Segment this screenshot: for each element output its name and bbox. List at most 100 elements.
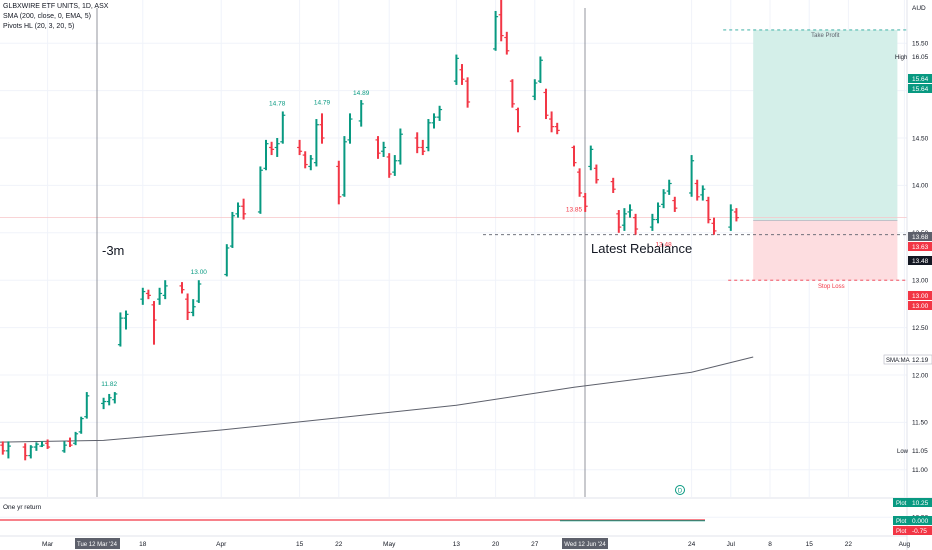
- ohlc-bar[interactable]: [67, 437, 73, 448]
- ohlc-bar[interactable]: [532, 79, 538, 101]
- ohlc-bar[interactable]: [229, 211, 235, 248]
- stop-loss-zone[interactable]: [753, 220, 898, 281]
- ohlc-bar[interactable]: [151, 301, 157, 345]
- ohlc-bar[interactable]: [392, 155, 398, 176]
- ohlc-bar[interactable]: [649, 213, 655, 231]
- indicator-sma-legend[interactable]: SMA (200, close, 0, EMA, 5): [3, 13, 91, 20]
- ohlc-bar[interactable]: [420, 139, 426, 156]
- ohlc-bar[interactable]: [106, 393, 112, 406]
- ohlc-bar[interactable]: [493, 10, 499, 51]
- ohlc-bar[interactable]: [386, 153, 392, 178]
- ohlc-bar[interactable]: [179, 282, 185, 294]
- ohlc-bar[interactable]: [733, 208, 739, 222]
- ohlc-bar[interactable]: [33, 442, 39, 451]
- ohlc-bar[interactable]: [666, 179, 672, 195]
- ohlc-bar[interactable]: [549, 111, 555, 133]
- ohlc-bar[interactable]: [571, 145, 577, 167]
- ohlc-bar[interactable]: [269, 141, 275, 156]
- ohlc-bar[interactable]: [319, 113, 325, 144]
- ohlc-bar[interactable]: [431, 113, 437, 129]
- ohlc-bar[interactable]: [582, 192, 588, 212]
- ohlc-bar[interactable]: [45, 439, 51, 449]
- ohlc-bar[interactable]: [84, 392, 90, 419]
- ohlc-bar[interactable]: [588, 145, 594, 171]
- ohlc-bar[interactable]: [381, 141, 387, 157]
- symbol-title[interactable]: GLBXWIRE ETF UNITS, 1D, ASX: [3, 3, 109, 10]
- ohlc-bar[interactable]: [73, 431, 79, 446]
- indicator-pivots-legend[interactable]: Pivots HL (20, 3, 20, 5): [3, 23, 75, 30]
- ohlc-bar[interactable]: [297, 139, 303, 156]
- ohlc-bar[interactable]: [61, 441, 67, 453]
- ohlc-bar[interactable]: [515, 107, 521, 133]
- ohlc-bar[interactable]: [397, 128, 403, 165]
- event-marker[interactable]: D: [675, 485, 685, 495]
- ohlc-bar[interactable]: [661, 189, 667, 209]
- ohlc-bar[interactable]: [162, 280, 168, 300]
- ohlc-bar[interactable]: [711, 217, 717, 235]
- ohlc-bar[interactable]: [22, 443, 28, 461]
- plot-label-2: Plot: [896, 519, 907, 525]
- ohlc-bar[interactable]: [28, 445, 34, 459]
- ohlc-bar[interactable]: [689, 155, 695, 197]
- ohlc-bar[interactable]: [577, 168, 583, 197]
- sma-line[interactable]: [0, 356, 754, 444]
- ohlc-bar[interactable]: [414, 132, 420, 154]
- ohlc-bar[interactable]: [509, 79, 515, 108]
- ohlc-bar[interactable]: [459, 64, 465, 85]
- ohlc-bar[interactable]: [537, 56, 543, 84]
- price-axis-badges: High 16.05 15.64 15.64 13.68 13.63 13.48…: [883, 54, 932, 455]
- ohlc-bar[interactable]: [425, 119, 431, 152]
- ohlc-bar[interactable]: [543, 88, 549, 120]
- ohlc-bar[interactable]: [655, 202, 661, 224]
- ohlc-bar[interactable]: [140, 287, 146, 305]
- ohlc-bar[interactable]: [5, 441, 11, 459]
- ohlc-bar[interactable]: [610, 177, 616, 193]
- ohlc-bar[interactable]: [196, 280, 202, 303]
- ohlc-bar[interactable]: [554, 122, 560, 135]
- ohlc-bar[interactable]: [157, 287, 163, 305]
- price-tick-label: 11.50: [912, 420, 928, 427]
- take-profit-zone[interactable]: [753, 29, 898, 221]
- ohlc-bar[interactable]: [728, 204, 734, 231]
- ohlc-bar[interactable]: [185, 293, 191, 321]
- ohlc-bar[interactable]: [190, 299, 196, 317]
- ohlc-bar[interactable]: [78, 416, 84, 434]
- ohlc-bar[interactable]: [241, 198, 247, 220]
- ohlc-bar[interactable]: [498, 0, 504, 42]
- ohlc-bar[interactable]: [224, 244, 230, 277]
- ohlc-bar[interactable]: [375, 136, 381, 159]
- ohlc-bar[interactable]: [274, 138, 280, 157]
- ohlc-bar[interactable]: [302, 151, 308, 169]
- ohlc-bar[interactable]: [465, 77, 471, 108]
- ohlc-bar[interactable]: [616, 210, 622, 233]
- ohlc-bar[interactable]: [694, 179, 700, 201]
- ohlc-bar[interactable]: [453, 54, 459, 85]
- ohlc-bar[interactable]: [437, 105, 443, 121]
- ohlc-bar[interactable]: [627, 204, 633, 218]
- ohlc-bar[interactable]: [633, 213, 639, 235]
- ohlc-bar[interactable]: [705, 196, 711, 224]
- ohlc-bar[interactable]: [593, 164, 599, 184]
- ohlc-bar[interactable]: [280, 111, 286, 144]
- ohlc-bar[interactable]: [358, 100, 364, 127]
- ohlc-bar[interactable]: [341, 136, 347, 197]
- ohlc-bar[interactable]: [0, 441, 6, 455]
- ohlc-bar[interactable]: [117, 312, 123, 347]
- ohlc-bar[interactable]: [336, 160, 342, 205]
- ohlc-bar[interactable]: [504, 31, 510, 55]
- ohlc-bar[interactable]: [672, 196, 678, 212]
- ohlc-bar[interactable]: [621, 208, 627, 231]
- ohlc-bar[interactable]: [700, 185, 706, 201]
- ohlc-bar[interactable]: [263, 139, 269, 171]
- ohlc-bar[interactable]: [112, 392, 118, 404]
- ohlc-bar[interactable]: [257, 166, 263, 214]
- ohlc-bar[interactable]: [145, 289, 151, 300]
- ohlc-bar[interactable]: [101, 397, 107, 410]
- ohlc-bar[interactable]: [308, 155, 314, 171]
- ohlc-bar[interactable]: [235, 202, 241, 218]
- ohlc-bar[interactable]: [347, 113, 353, 144]
- ohlc-bar[interactable]: [313, 119, 319, 167]
- ohlc-bar[interactable]: [39, 441, 45, 448]
- ohlc-bar[interactable]: [123, 310, 129, 330]
